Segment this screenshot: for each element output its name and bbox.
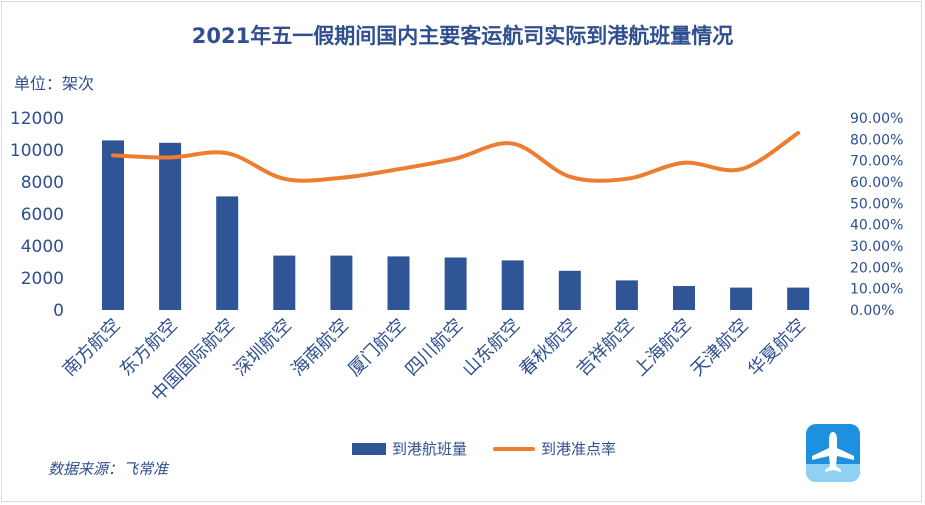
bar (444, 257, 467, 310)
y-right-tick-label: 20.00% (850, 260, 903, 276)
y-left-tick-label: 12000 (10, 109, 64, 129)
legend-item-bar: 到港航班量 (352, 438, 467, 459)
x-category-label: 南方航空 (59, 315, 125, 381)
x-category-label: 海南航空 (287, 315, 353, 381)
y-left-tick-label: 0 (53, 301, 64, 321)
x-category-label: 厦门航空 (344, 315, 410, 381)
chart-title: 2021年五一假期间国内主要客运航司实际到港航班量情况 (191, 24, 734, 48)
legend-label-bar: 到港航班量 (392, 440, 468, 458)
bar (102, 140, 124, 310)
y-right-tick-label: 60.00% (850, 175, 903, 191)
bar (330, 255, 353, 310)
x-category-label: 上海航空 (630, 315, 696, 381)
plane-icon (806, 424, 860, 482)
bar (673, 286, 695, 310)
bar (615, 280, 638, 310)
bar (558, 270, 581, 310)
y-left-tick-label: 6000 (21, 205, 64, 225)
legend-label-line: 到港准点率 (541, 440, 617, 458)
y-right-tick-label: 0.00% (850, 303, 894, 319)
y-left-tick-label: 8000 (21, 173, 64, 193)
y-right-tick-label: 80.00% (850, 132, 903, 148)
x-category-label: 春秋航空 (516, 315, 582, 381)
y-right-tick-label: 10.00% (850, 282, 903, 298)
unit-label: 单位：架次 (14, 74, 95, 93)
y-right-tick-label: 40.00% (850, 218, 903, 234)
x-category-label: 山东航空 (458, 315, 524, 381)
x-category-label: 深圳航空 (230, 315, 296, 381)
x-category-label: 四川航空 (401, 315, 467, 381)
x-category-label: 吉祥航空 (573, 315, 639, 381)
legend-item-line: 到港准点率 (493, 438, 616, 459)
y-right-tick-label: 30.00% (850, 239, 903, 255)
source-note: 数据来源：飞常准 (48, 460, 169, 478)
bar (787, 287, 810, 310)
legend-swatch-bar (352, 442, 386, 455)
bar (159, 142, 182, 310)
legend-swatch-line (493, 446, 536, 451)
bar (730, 287, 753, 310)
bar (273, 255, 296, 310)
x-category-label: 天津航空 (687, 315, 753, 381)
y-right-tick-label: 50.00% (850, 196, 903, 212)
y-right-tick-label: 90.00% (850, 111, 903, 127)
y-left-tick-label: 2000 (21, 269, 64, 289)
line-series-path (111, 130, 801, 183)
x-category-label: 华夏航空 (744, 315, 810, 381)
bar (387, 256, 410, 310)
y-right-tick-label: 70.00% (850, 154, 903, 170)
y-left-tick-label: 10000 (10, 141, 64, 161)
bar (216, 196, 239, 310)
y-left-tick-label: 4000 (21, 237, 64, 257)
chart-legend: 到港航班量 到港准点率 (352, 438, 616, 459)
bar (501, 260, 524, 310)
